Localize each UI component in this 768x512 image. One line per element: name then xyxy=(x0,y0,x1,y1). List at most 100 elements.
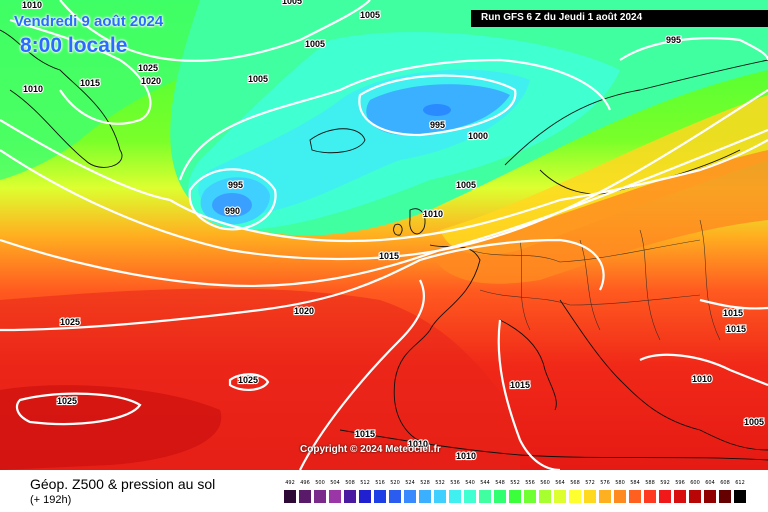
legend-tick: 548 xyxy=(495,480,505,486)
pressure-label: 1020 xyxy=(294,306,314,316)
isobar xyxy=(0,238,605,332)
low-center-north xyxy=(423,104,451,116)
legend-tick: 600 xyxy=(690,480,700,486)
pressure-label: 1015 xyxy=(80,78,100,88)
pressure-label: 1005 xyxy=(248,74,268,84)
legend-tick: 552 xyxy=(510,480,520,486)
legend-tick: 608 xyxy=(720,480,730,486)
legend-color-cell xyxy=(494,490,506,503)
britain-coast xyxy=(409,208,426,235)
legend-color-cell xyxy=(674,490,686,503)
legend-color-cell xyxy=(299,490,311,503)
legend-color-cell xyxy=(584,490,596,503)
legend-color-cell xyxy=(374,490,386,503)
north-africa-coast xyxy=(339,429,768,461)
legend-tick: 592 xyxy=(660,480,670,486)
forecast-date: Vendredi 9 août 2024 xyxy=(14,13,164,30)
isobar xyxy=(0,89,768,261)
isobar xyxy=(619,37,768,61)
pressure-label: 1025 xyxy=(60,317,80,327)
legend-tick: 532 xyxy=(435,480,445,486)
yellow-band xyxy=(440,95,768,255)
pressure-label: 1020 xyxy=(141,76,161,86)
pressure-label: 1015 xyxy=(723,308,743,318)
legend-tick: 528 xyxy=(420,480,430,486)
pressure-label: 1005 xyxy=(305,39,325,49)
border-line xyxy=(519,239,531,331)
pressure-label: 1005 xyxy=(360,10,380,20)
border-line xyxy=(639,229,661,341)
legend-color-cell xyxy=(629,490,641,503)
legend-tick: 564 xyxy=(555,480,565,486)
scandinavia-coast xyxy=(504,59,768,166)
dark-red-area xyxy=(0,385,222,470)
legend-color-cell xyxy=(599,490,611,503)
isobar xyxy=(0,119,768,243)
pressure-label: 1010 xyxy=(408,439,428,449)
legend-color-cell xyxy=(689,490,701,503)
legend-tick: 588 xyxy=(645,480,655,486)
pressure-label: 1025 xyxy=(138,63,158,73)
low-center-south xyxy=(212,193,252,217)
border-line xyxy=(699,219,721,341)
pressure-labels: 1010 1005 1005 995 1005 1025 1020 1015 1… xyxy=(21,0,765,462)
pressure-label: 1005 xyxy=(744,417,764,427)
pressure-label: 1010 xyxy=(423,209,443,219)
legend-color-cell xyxy=(659,490,671,503)
legend-color-cell xyxy=(389,490,401,503)
pressure-label: 1025 xyxy=(238,375,258,385)
pressure-label: 1015 xyxy=(510,380,530,390)
isobars xyxy=(0,0,768,470)
legend-tick: 572 xyxy=(585,480,595,486)
pressure-label: 995 xyxy=(666,35,681,45)
legend-tick: 524 xyxy=(405,480,415,486)
legend-color-cell xyxy=(479,490,491,503)
copyright: Copyright © 2024 Meteociel.fr xyxy=(300,444,441,455)
legend-tick: 516 xyxy=(375,480,385,486)
legend-color-cell xyxy=(524,490,536,503)
ireland-coast xyxy=(393,223,403,236)
pressure-label: 995 xyxy=(228,180,243,190)
isobar xyxy=(178,58,612,181)
border-line xyxy=(579,239,601,331)
isobar-low-north xyxy=(358,74,517,137)
isobar-high-west xyxy=(15,392,142,426)
legend-tick: 544 xyxy=(480,480,490,486)
legend-tick: 568 xyxy=(570,480,580,486)
isobar xyxy=(639,353,768,387)
legend-tick: 584 xyxy=(630,480,640,486)
legend-color-cell xyxy=(284,490,296,503)
pressure-label: 1025 xyxy=(57,396,77,406)
legend-tick: 508 xyxy=(345,480,355,486)
legend-tick: 604 xyxy=(705,480,715,486)
geopotential-map: 1010 1005 1005 995 1005 1025 1020 1015 1… xyxy=(0,0,768,470)
legend-tick: 580 xyxy=(615,480,625,486)
pressure-label: 1010 xyxy=(22,0,42,10)
country-borders xyxy=(469,219,721,341)
run-info-box: Run GFS 6 Z du Jeudi 1 août 2024 xyxy=(471,10,768,27)
pressure-label: 1015 xyxy=(726,324,746,334)
forecast-time: 8:00 locale xyxy=(20,34,128,57)
pressure-label: 1000 xyxy=(468,131,488,141)
border-line xyxy=(469,239,701,263)
isobar xyxy=(59,0,371,62)
legend-tick: 504 xyxy=(330,480,340,486)
pressure-label: 995 xyxy=(430,120,445,130)
pressure-label: 1010 xyxy=(456,451,476,461)
legend-tick: 556 xyxy=(525,480,535,486)
legend-color-cell xyxy=(404,490,416,503)
legend-color-cell xyxy=(464,490,476,503)
pressure-label: 1005 xyxy=(456,180,476,190)
legend-color-cell xyxy=(554,490,566,503)
legend-tick: 612 xyxy=(735,480,745,486)
parameter-title: Géop. Z500 & pression au sol xyxy=(30,476,216,492)
orange-band xyxy=(430,150,768,284)
legend-color-cell xyxy=(704,490,716,503)
iceland-coast xyxy=(309,128,366,154)
legend-color-cell xyxy=(734,490,746,503)
isobar-low-south xyxy=(188,168,277,231)
pressure-label: 1015 xyxy=(379,251,399,261)
pressure-label: 1010 xyxy=(23,84,43,94)
color-scale-legend: 492 496 500 504 508 512 516 520 524 528 532 536 540 5… xyxy=(284,480,752,510)
